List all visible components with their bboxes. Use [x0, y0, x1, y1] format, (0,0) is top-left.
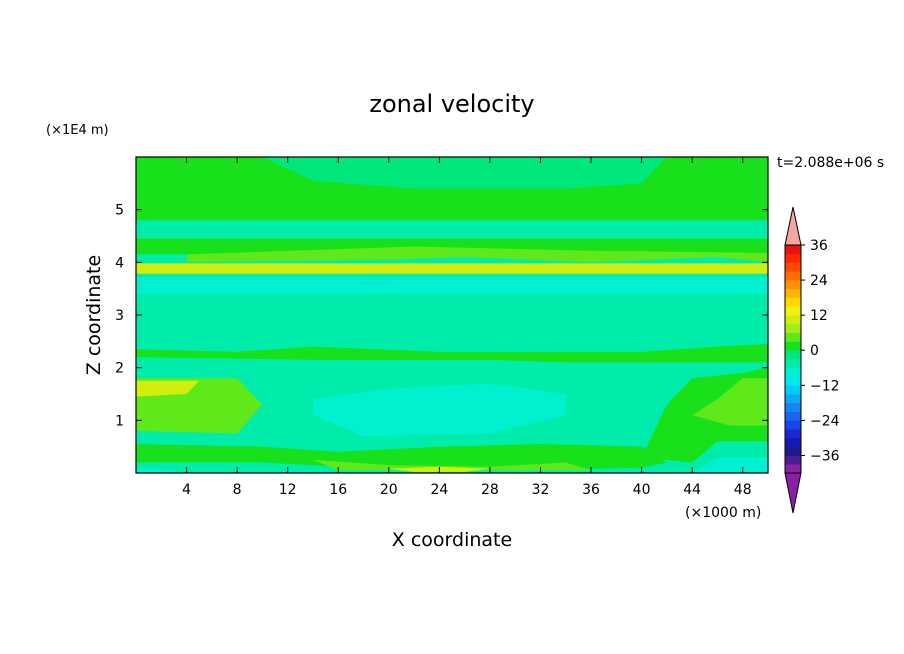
- contour-region-15: [313, 459, 591, 471]
- contour-region-14: [136, 444, 667, 471]
- colorbar-bin: [785, 297, 801, 307]
- colorbar-bin: [785, 464, 801, 474]
- colorbar-tick-label: −24: [810, 413, 840, 429]
- x-tick-label: 8: [233, 482, 242, 498]
- colorbar-tick-label: 24: [810, 273, 828, 289]
- colorbar-bin: [785, 437, 801, 447]
- colorbar-bin: [785, 332, 801, 342]
- y-tick-label: 4: [115, 255, 124, 271]
- y-tick-label: 1: [115, 413, 124, 429]
- y-axis-title: Z coordinate: [83, 255, 105, 375]
- colorbar-bin: [785, 359, 801, 369]
- x-tick-label: 24: [430, 482, 448, 498]
- time-stamp-label: t=2.088e+06 s: [777, 155, 884, 171]
- x-tick-label: 16: [329, 482, 347, 498]
- contour-region-18: [692, 378, 768, 426]
- contour-region-11: [313, 383, 566, 437]
- x-tick-label: 28: [481, 482, 499, 498]
- colorbar-extend-high: [784, 206, 802, 246]
- colorbar-bin: [785, 446, 801, 456]
- contour-region-13: [136, 380, 200, 397]
- colorbar-bin: [785, 376, 801, 386]
- colorbar-bin: [785, 306, 801, 316]
- colorbar-bin: [785, 402, 801, 412]
- x-tick-label: 40: [633, 482, 651, 498]
- colorbar-bin: [785, 315, 801, 325]
- contour-region-4: [186, 246, 768, 263]
- contour-region-9: [136, 344, 768, 365]
- x-tick-label: 44: [683, 482, 701, 498]
- y-axis-unit: (×1E4 m): [46, 123, 109, 138]
- x-axis-unit: (×1000 m): [685, 505, 761, 521]
- colorbar-tick-label: −12: [810, 378, 840, 394]
- x-axis-title: X coordinate: [392, 529, 512, 551]
- colorbar-bin: [785, 245, 801, 255]
- x-tick-label: 32: [532, 482, 550, 498]
- colorbar-tick-label: −36: [810, 448, 840, 464]
- y-tick-label: 3: [115, 308, 124, 324]
- contour-region-20: [692, 457, 768, 473]
- colorbar-bin: [785, 323, 801, 333]
- colorbar-bin: [785, 455, 801, 465]
- colorbar-bin: [785, 253, 801, 263]
- contour-region-8: [363, 283, 389, 286]
- colorbar-bin: [785, 280, 801, 290]
- x-tick-label: 20: [380, 482, 398, 498]
- colorbar-bin: [785, 271, 801, 281]
- colorbar-bin: [785, 350, 801, 360]
- colorbar-tick-label: 36: [810, 238, 828, 254]
- y-tick-label: 5: [115, 203, 124, 219]
- contour-region-5: [136, 263, 768, 274]
- colorbar-bin: [785, 367, 801, 377]
- colorbar-tick-label: 0: [810, 343, 819, 359]
- contour-region-19: [136, 468, 174, 473]
- colorbar-bin: [785, 385, 801, 395]
- colorbar: 36 24 12 0 −12 −24 −36: [784, 206, 840, 514]
- y-tick-label: 2: [115, 361, 124, 377]
- colorbar-bin: [785, 288, 801, 298]
- x-tick-label: 4: [182, 482, 191, 498]
- colorbar-bin: [785, 262, 801, 272]
- colorbar-extend-low: [784, 472, 802, 514]
- contour-region-3: [136, 238, 768, 255]
- contour-region-2: [262, 157, 667, 189]
- contour-region-7: [136, 277, 768, 294]
- colorbar-bin: [785, 394, 801, 404]
- plot-area: [136, 157, 768, 473]
- colorbar-tick-label: 12: [810, 308, 828, 324]
- chart-title: zonal velocity: [369, 90, 534, 118]
- colorbar-bin: [785, 341, 801, 351]
- colorbar-bin: [785, 420, 801, 430]
- colorbar-bin: [785, 411, 801, 421]
- x-tick-label: 12: [279, 482, 297, 498]
- x-tick-label: 48: [734, 482, 752, 498]
- colorbar-bin: [785, 429, 801, 439]
- x-tick-label: 36: [582, 482, 600, 498]
